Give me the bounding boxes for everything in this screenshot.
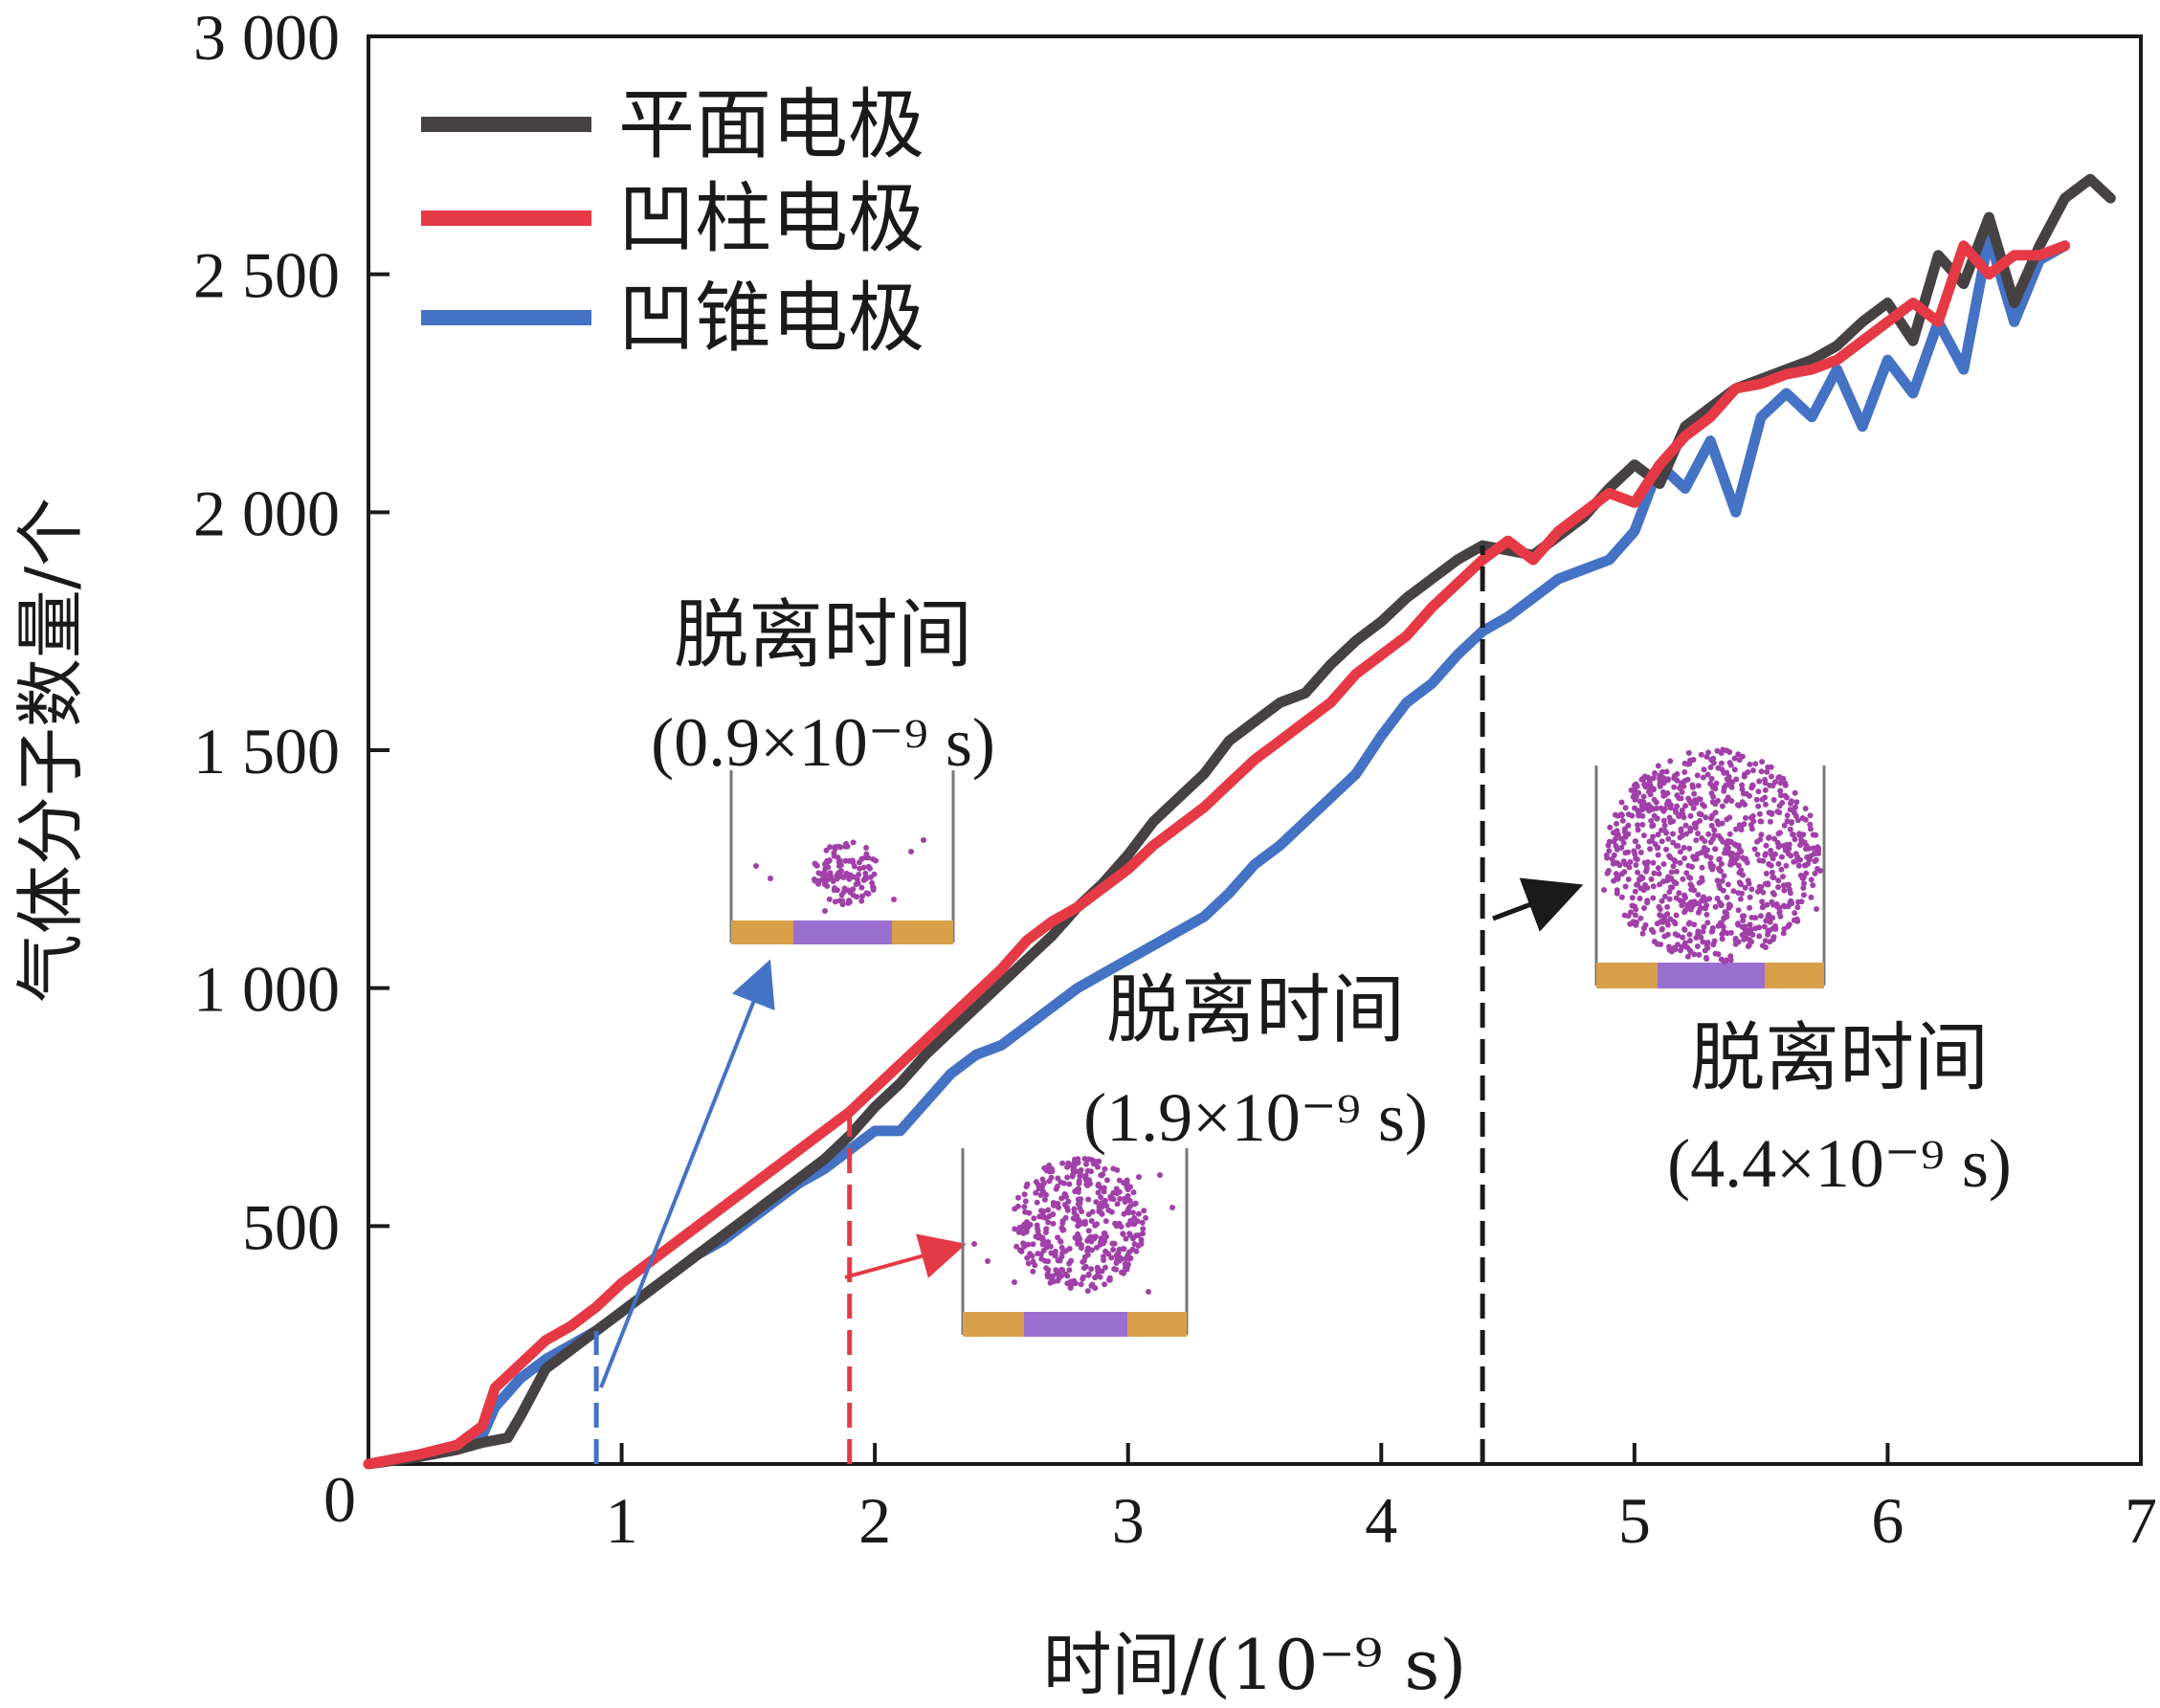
legend-label-flat: 平面电极 (618, 80, 924, 169)
annotation-arrow-black (1492, 877, 1584, 932)
annotation-label-black: 脱离时间 (1690, 1015, 1989, 1101)
legend-label-cone: 凹锥电极 (618, 274, 924, 363)
series-group (363, 173, 2116, 1470)
y-axis-title: 气体分子数量/个 (11, 498, 91, 1003)
x-tick-label-1: 1 (606, 1484, 638, 1557)
x-tick-label-7: 7 (2125, 1484, 2157, 1557)
annotation-label-blue: 脱离时间 (674, 592, 972, 678)
y-axis-ticks: 500 1 000 1 500 2 000 2 500 3 000 (193, 1, 390, 1263)
x-tick-label-6: 6 (1871, 1484, 1904, 1557)
x-axis-ticks: 1 2 3 4 5 6 7 (606, 1443, 2157, 1557)
y-tick-label-2000: 2 000 (193, 477, 340, 549)
y-tick-label-2500: 2 500 (193, 239, 340, 312)
y-tick-label-1000: 1 000 (193, 953, 340, 1026)
inset-bubble-medium (961, 1148, 1189, 1337)
x-axis-title: 时间/(10⁻⁹ s) (1043, 1625, 1467, 1705)
annotation-arrow-red (844, 1233, 967, 1279)
y-tick-label-1500: 1 500 (193, 715, 340, 787)
x-tick-label-2: 2 (858, 1484, 891, 1557)
y-tick-label-500: 500 (242, 1190, 340, 1263)
annotation-time-red: (1.9×10⁻⁹ s) (1083, 1079, 1428, 1156)
y-tick-label-3000: 3 000 (193, 1, 340, 74)
x-tick-label-5: 5 (1618, 1484, 1651, 1557)
annotation-arrow-blue (599, 959, 775, 1388)
x-tick-label-3: 3 (1112, 1484, 1145, 1557)
inset-bubble-small (729, 770, 955, 944)
annotation-label-red: 脱离时间 (1106, 967, 1405, 1054)
annotation-time-black: (4.4×10⁻⁹ s) (1667, 1125, 2012, 1202)
series-line-flat (363, 173, 2116, 1470)
inset-bubble-large (1594, 746, 1826, 988)
legend: 平面电极 凹柱电极 凹锥电极 (421, 80, 924, 363)
legend-label-cylinder: 凹柱电极 (618, 174, 924, 263)
annotation-time-blue: (0.9×10⁻⁹ s) (651, 704, 995, 781)
y-tick-label-0: 0 (323, 1463, 356, 1536)
series-line-cylinder (363, 240, 2071, 1470)
x-tick-label-4: 4 (1365, 1484, 1397, 1557)
